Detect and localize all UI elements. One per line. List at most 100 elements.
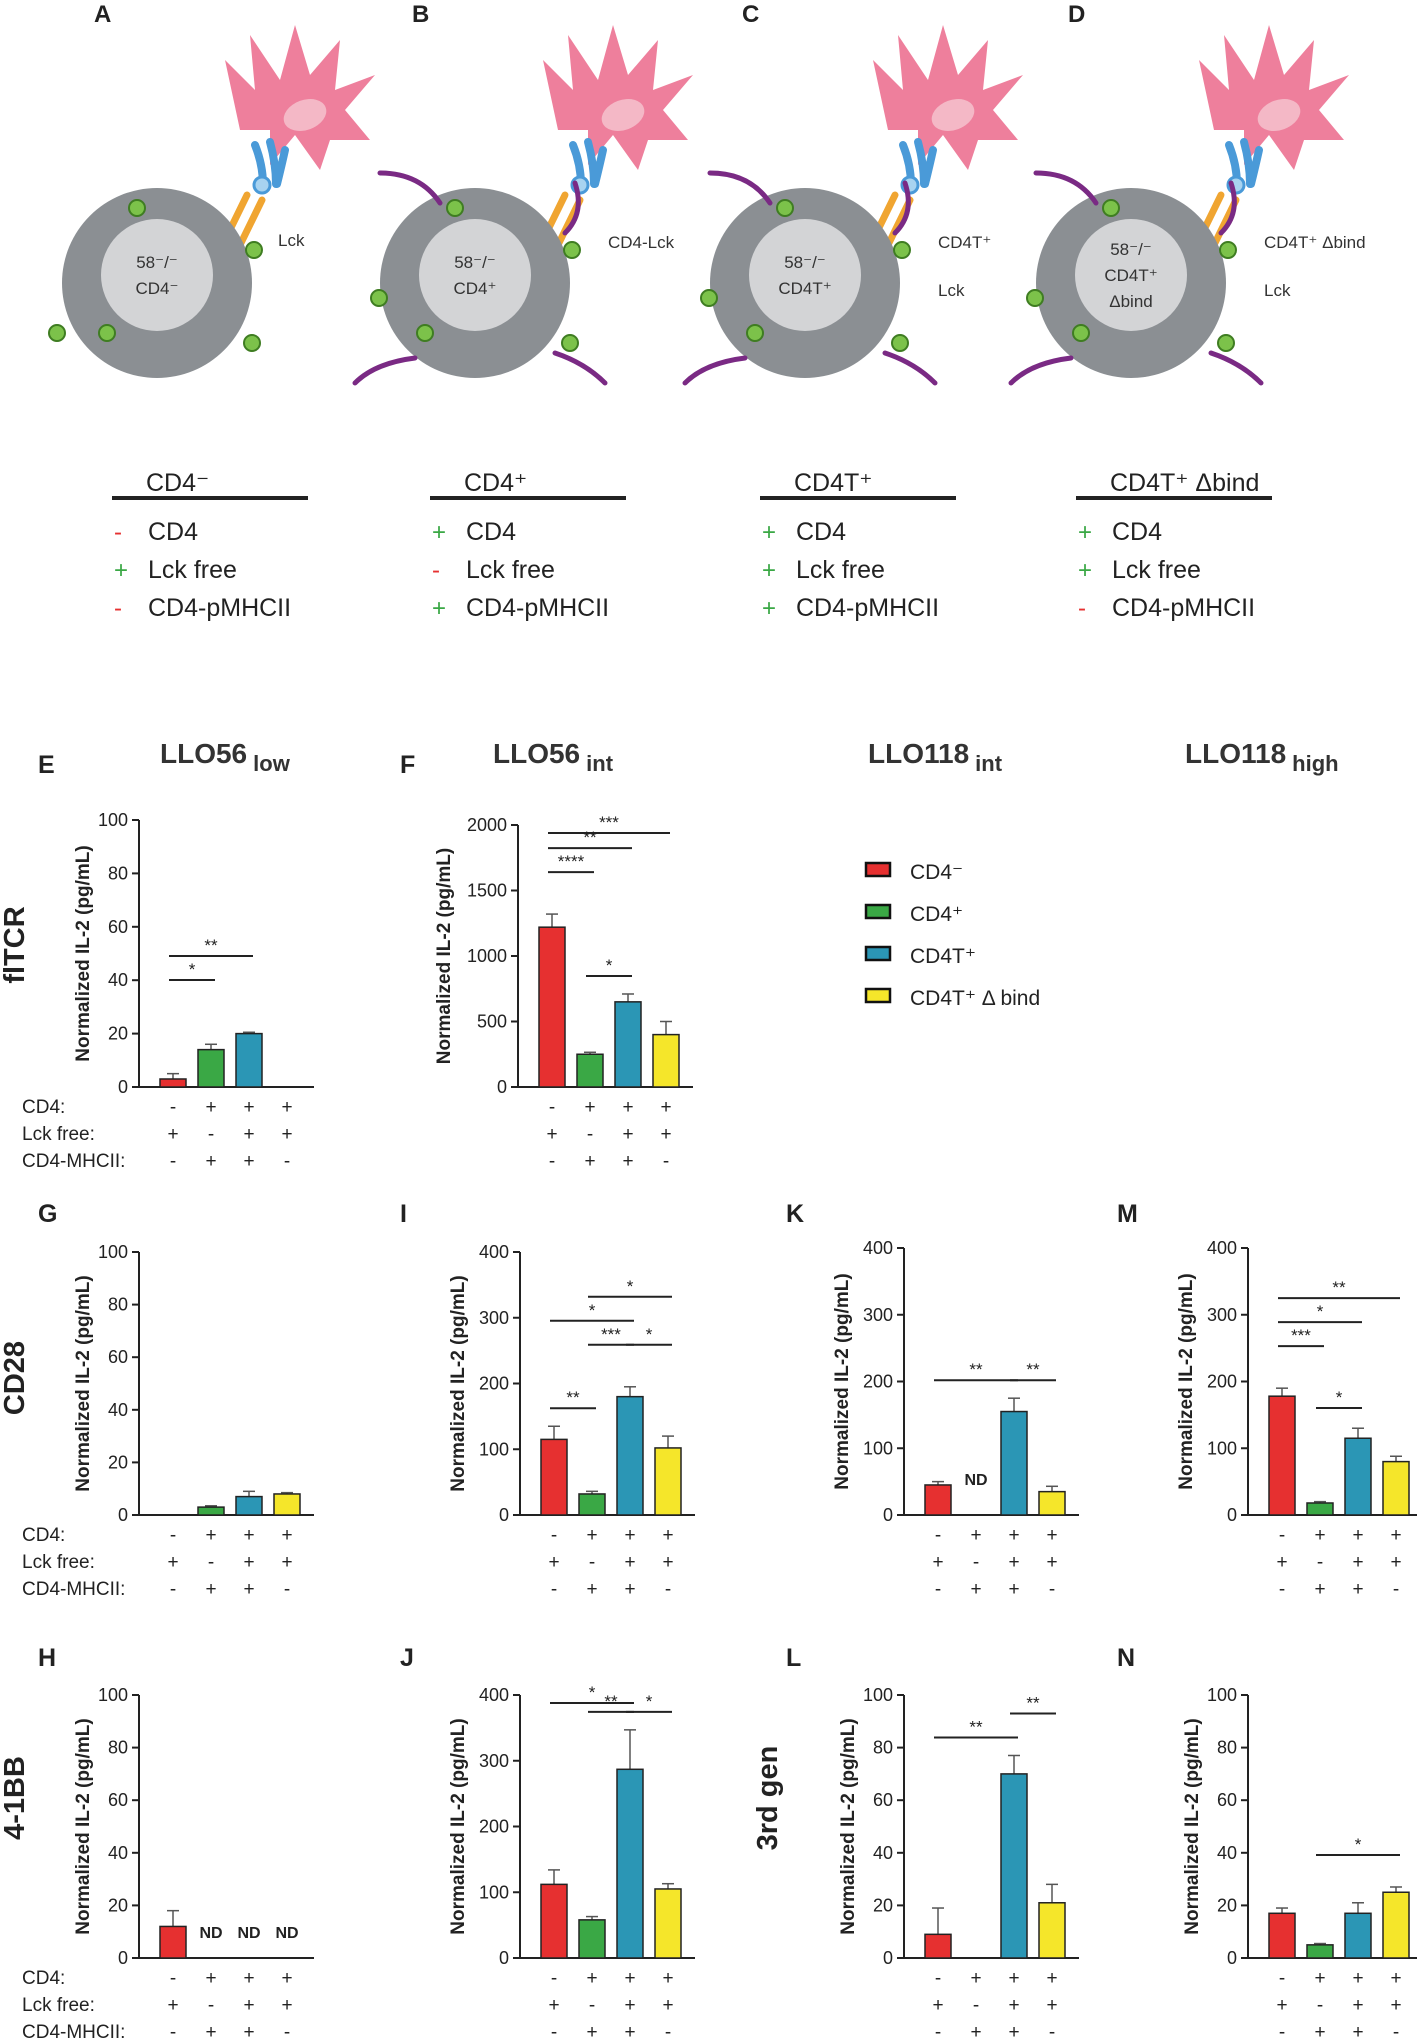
significance-label: ****: [558, 852, 585, 871]
condition-sign: -: [170, 1525, 176, 1546]
condition-sign: -: [551, 1968, 557, 1989]
nucleus-label: CD4T⁺: [1104, 266, 1157, 285]
row-label: 4-1BB: [0, 1756, 31, 1840]
y-tick-label: 0: [883, 1505, 893, 1525]
condition-sign: +: [586, 1968, 597, 1989]
y-tick-label: 100: [479, 1882, 509, 1902]
condition-sign: -: [1279, 2022, 1285, 2043]
chart-legend: CD4⁻ CD4⁺ CD4T⁺ CD4T⁺ Δ bind: [864, 861, 1040, 1010]
condition-sign: +: [584, 1097, 595, 1118]
condition-sign: +: [932, 1552, 943, 1573]
condition-sign: +: [281, 1124, 292, 1145]
column-title: LLO118 high: [1185, 738, 1339, 776]
condition-sign: +: [167, 1995, 178, 2016]
y-tick-label: 0: [118, 1948, 128, 1968]
condition-label: Lck free:: [22, 1995, 95, 2016]
condition-sign: +: [1314, 1579, 1325, 1600]
condition-sign: +: [586, 2022, 597, 2043]
table-row-label: CD4-pMHCII: [466, 594, 609, 622]
y-tick-label: 100: [479, 1439, 509, 1459]
condition-sign: -: [549, 1151, 555, 1172]
table-title: CD4⁺: [464, 469, 527, 497]
legend-label: CD4T⁺ Δ bind: [910, 987, 1040, 1010]
condition-sign: +: [624, 1968, 635, 1989]
bar-1: [1268, 1912, 1296, 1959]
condition-sign: +: [243, 1968, 254, 1989]
condition-sign: +: [662, 1995, 673, 2016]
significance-label: ***: [601, 1325, 621, 1344]
significance-label: *: [189, 960, 196, 979]
side-label: CD4T⁺: [938, 233, 991, 252]
apc-nucleus: [931, 99, 975, 131]
condition-sign: -: [663, 1151, 669, 1172]
bar-4: [652, 1033, 680, 1088]
bar-2: [197, 1048, 225, 1088]
condition-sign: -: [665, 1579, 671, 1600]
side-label: CD4T⁺ Δbind: [1264, 233, 1366, 252]
y-tick-label: 60: [108, 1790, 128, 1810]
y-tick-label: 300: [479, 1308, 509, 1328]
chart-F: F 0 500 1000 1500 2000 Normalized IL-2 (pg/mL)…: [400, 751, 693, 1172]
condition-sign: -: [170, 2022, 176, 2043]
table-row-label: Lck free: [1112, 556, 1201, 584]
column-title: LLO118 int: [868, 738, 1003, 776]
bar-3: [616, 1395, 644, 1516]
y-tick-label: 400: [479, 1242, 509, 1262]
y-tick-label: 0: [883, 1948, 893, 1968]
significance-label: **: [969, 1717, 983, 1736]
y-tick-label: 400: [863, 1238, 893, 1258]
y-tick-label: 40: [108, 1400, 128, 1420]
table-row-label: CD4: [148, 518, 198, 546]
condition-sign: -: [665, 2022, 671, 2043]
y-axis-label: Normalized IL-2 (pg/mL): [434, 848, 455, 1064]
y-tick-label: 2000: [467, 815, 507, 835]
y-tick-label: 80: [1217, 1738, 1237, 1758]
condition-label: CD4:: [22, 1525, 65, 1546]
table-sign: +: [762, 557, 776, 584]
condition-sign: +: [281, 1968, 292, 1989]
condition-sign: +: [970, 1579, 981, 1600]
bar-4: [1038, 1902, 1066, 1959]
y-tick-label: 40: [108, 1843, 128, 1863]
significance-label: **: [583, 828, 597, 847]
bar-2: [576, 1053, 604, 1088]
condition-sign: +: [1008, 1995, 1019, 2016]
table-row-label: CD4: [796, 518, 846, 546]
lck-dot: [1072, 324, 1090, 342]
condition-sign: +: [624, 2022, 635, 2043]
condition-sign: +: [243, 1525, 254, 1546]
t-cell-nucleus: [419, 219, 531, 331]
chart-panel-letter: I: [400, 1200, 407, 1228]
table-sign: +: [762, 595, 776, 622]
bar-4: [273, 1493, 301, 1516]
condition-sign: -: [549, 1097, 555, 1118]
bar-1: [159, 1925, 187, 1959]
condition-sign: +: [970, 1525, 981, 1546]
peptide: [252, 175, 272, 195]
y-tick-label: 60: [108, 917, 128, 937]
column-title: LLO56 int: [493, 738, 614, 776]
bar-2: [578, 1493, 606, 1516]
y-tick-label: 80: [108, 863, 128, 883]
bar-4: [1382, 1460, 1410, 1516]
cd4-tail: [562, 180, 581, 236]
condition-sign: +: [1046, 1995, 1057, 2016]
condition-sign: -: [1279, 1968, 1285, 1989]
y-tick-label: 1000: [467, 946, 507, 966]
condition-sign: -: [170, 1151, 176, 1172]
significance-label: **: [969, 1360, 983, 1379]
condition-sign: -: [551, 1525, 557, 1546]
y-axis-label: Normalized IL-2 (pg/mL): [448, 1718, 469, 1934]
y-tick-label: 400: [479, 1685, 509, 1705]
significance-label: *: [646, 1692, 653, 1711]
condition-sign: +: [622, 1151, 633, 1172]
apc-nucleus: [601, 99, 645, 131]
condition-sign: +: [243, 1995, 254, 2016]
condition-sign: +: [1314, 1525, 1325, 1546]
apc-cell: [873, 25, 1023, 170]
panel-C: C 58⁻/⁻ CD4T⁺ CD4T⁺ Lck CD4T⁺ + CD4 + Lck free + CD…: [682, 1, 1023, 622]
cd4-tail: [1208, 350, 1264, 386]
table-sign: +: [432, 595, 446, 622]
